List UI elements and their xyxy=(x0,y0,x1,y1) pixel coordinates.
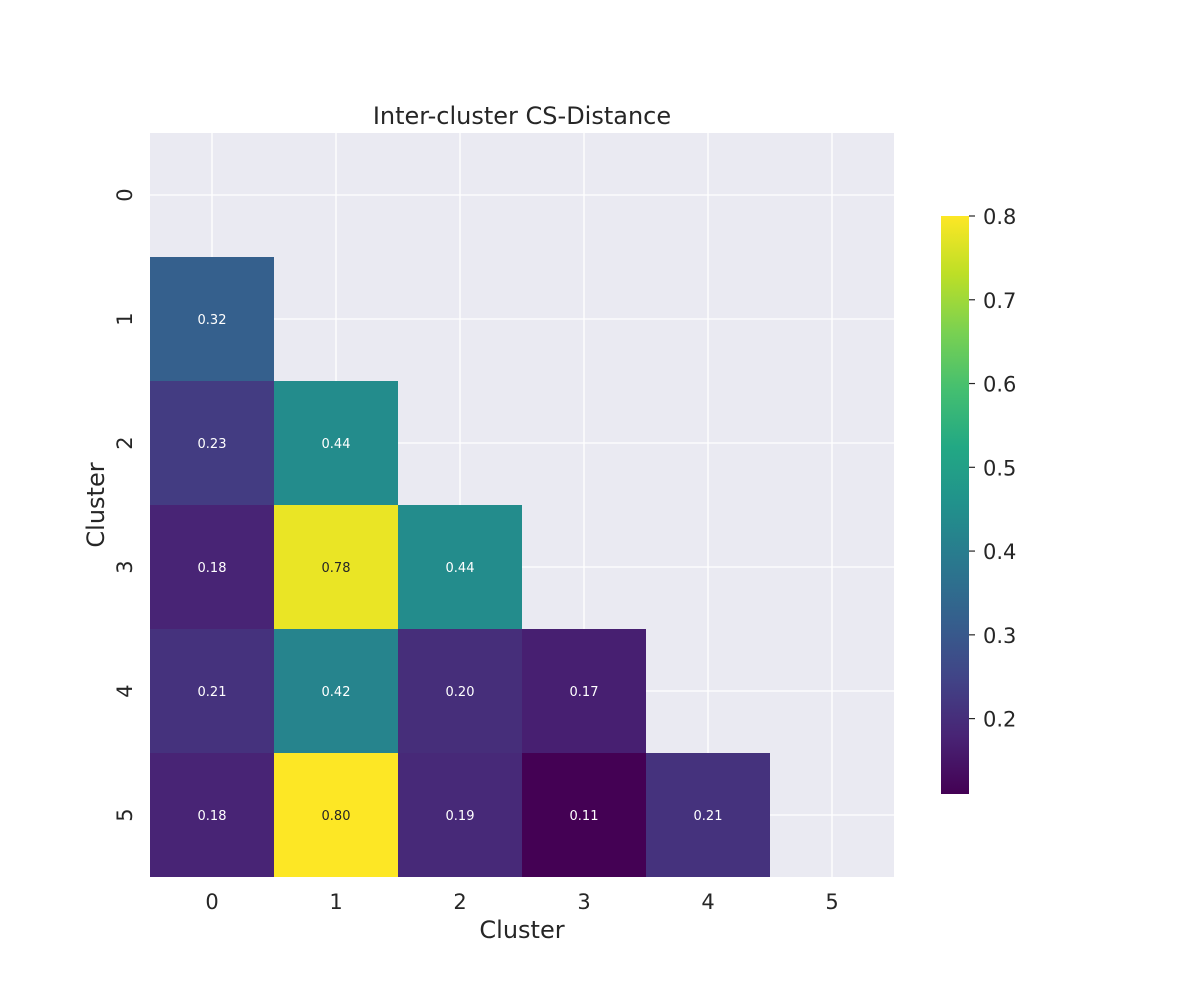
heatmap-cell xyxy=(274,505,398,629)
y-tick-label: 5 xyxy=(113,808,137,821)
heatmap-cell xyxy=(150,257,274,381)
heatmap-cell xyxy=(398,505,522,629)
y-axis-label: Cluster xyxy=(82,462,110,547)
colorbar-tick-label: 0.3 xyxy=(983,624,1016,648)
heatmap-cell xyxy=(150,753,274,877)
cell-value-label: 0.44 xyxy=(446,561,475,576)
heatmap-cell xyxy=(274,629,398,753)
x-tick-label: 4 xyxy=(701,890,714,914)
cell-value-label: 0.78 xyxy=(322,561,351,576)
x-tick-labels: 0 1 2 3 4 5 xyxy=(205,890,838,914)
colorbar-tick-label: 0.2 xyxy=(983,708,1016,732)
x-tick-label: 1 xyxy=(329,890,342,914)
x-tick-label: 3 xyxy=(577,890,590,914)
cell-value-label: 0.23 xyxy=(198,437,227,452)
cell-value-label: 0.21 xyxy=(694,809,723,824)
cell-value-label: 0.19 xyxy=(446,809,475,824)
x-tick-label: 2 xyxy=(453,890,466,914)
y-tick-labels: 0 1 2 3 4 5 xyxy=(113,188,137,821)
y-tick-label: 3 xyxy=(113,560,137,573)
cell-value-label: 0.44 xyxy=(322,437,351,452)
heatmap-cell xyxy=(398,753,522,877)
cell-value-label: 0.80 xyxy=(322,809,351,824)
heatmap-cell xyxy=(398,629,522,753)
cell-value-label: 0.17 xyxy=(570,685,599,700)
heatmap-cell xyxy=(150,629,274,753)
x-tick-label: 5 xyxy=(825,890,838,914)
heatmap-cell xyxy=(646,753,770,877)
cell-value-label: 0.21 xyxy=(198,685,227,700)
heatmap-cell xyxy=(274,381,398,505)
heatmap-cell xyxy=(274,753,398,877)
x-tick-label: 0 xyxy=(205,890,218,914)
colorbar-tick-label: 0.8 xyxy=(983,205,1016,229)
chart-title: Inter-cluster CS-Distance xyxy=(373,102,671,130)
heatmap-cell xyxy=(522,753,646,877)
x-axis-label: Cluster xyxy=(479,916,564,944)
y-tick-label: 2 xyxy=(113,436,137,449)
cell-value-label: 0.42 xyxy=(322,685,351,700)
colorbar: 0.2 0.3 0.4 0.5 0.6 0.7 0.8 xyxy=(941,205,1016,794)
colorbar-tick-label: 0.4 xyxy=(983,540,1016,564)
cell-value-label: 0.32 xyxy=(198,313,227,328)
cell-value-label: 0.18 xyxy=(198,561,227,576)
heatmap-cell xyxy=(522,629,646,753)
heatmap-cell xyxy=(150,381,274,505)
cell-value-label: 0.11 xyxy=(570,809,599,824)
y-tick-label: 0 xyxy=(113,188,137,201)
colorbar-tick-label: 0.5 xyxy=(983,456,1016,480)
heatmap-cell xyxy=(150,505,274,629)
heatmap-cells: 0.32 0.23 0.44 0.18 0.78 0.44 0.21 0.42 0.20 0.17… xyxy=(150,257,770,877)
cell-value-label: 0.18 xyxy=(198,809,227,824)
colorbar-gradient xyxy=(941,216,969,794)
y-tick-label: 4 xyxy=(113,684,137,697)
y-tick-label: 1 xyxy=(113,312,137,325)
colorbar-tick-label: 0.7 xyxy=(983,289,1016,313)
cell-value-label: 0.20 xyxy=(446,685,475,700)
colorbar-tick-label: 0.6 xyxy=(983,373,1016,397)
